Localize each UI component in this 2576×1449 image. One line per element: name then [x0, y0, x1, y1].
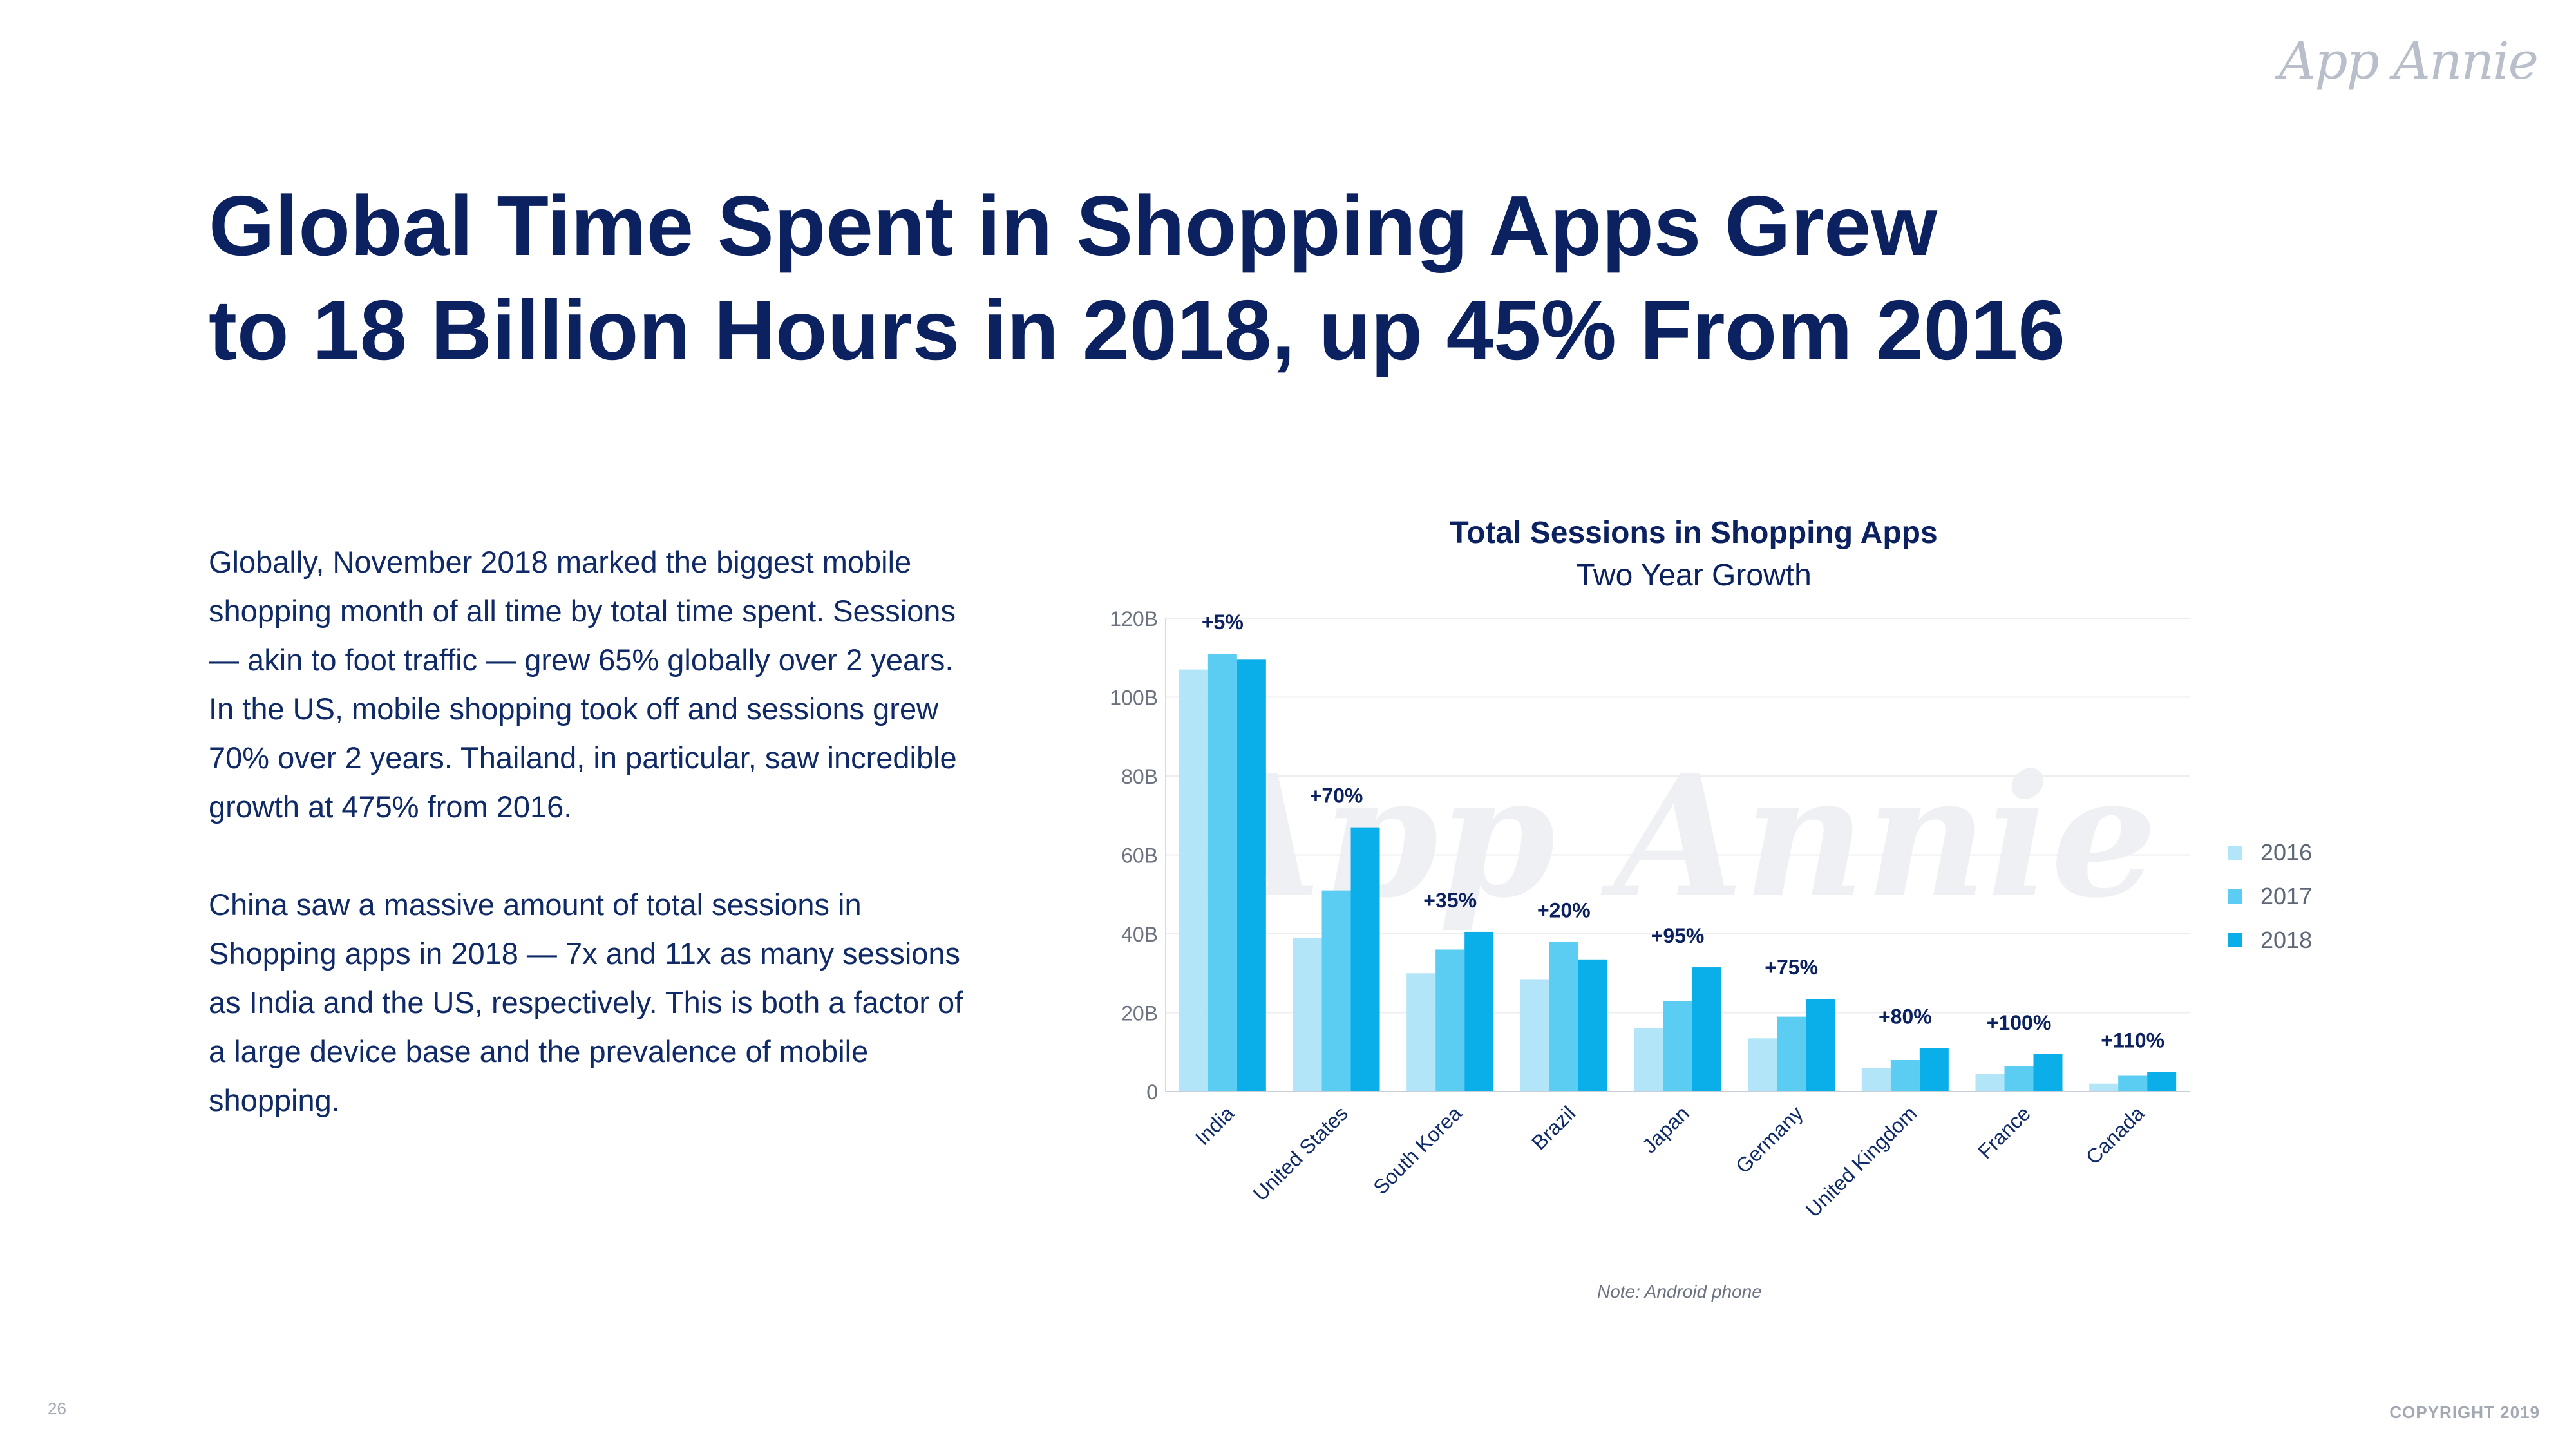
y-tick-label: 40B — [1121, 923, 1158, 946]
bar-2017 — [1435, 949, 1465, 1092]
legend-swatch-2017 — [2228, 889, 2242, 904]
growth-label: +100% — [1987, 1011, 2052, 1034]
x-tick-label: France — [1973, 1101, 2035, 1163]
growth-label: +35% — [1423, 889, 1477, 912]
bar-2017 — [2004, 1066, 2034, 1092]
y-tick-label: 80B — [1121, 765, 1158, 788]
legend-label-2018: 2018 — [2260, 927, 2313, 953]
bar-2016 — [1179, 669, 1208, 1092]
bar-2018 — [1236, 659, 1266, 1092]
bar-2016 — [1975, 1074, 2005, 1092]
body-paragraph-2: China saw a massive amount of total sess… — [209, 887, 963, 1117]
bar-2018 — [1806, 999, 1835, 1092]
bar-2016 — [1406, 973, 1436, 1092]
bar-2016 — [2089, 1083, 2119, 1092]
bar-2017 — [2118, 1075, 2148, 1092]
legend-label-2016: 2016 — [2260, 839, 2313, 866]
legend-swatch-2016 — [2228, 846, 2242, 860]
y-tick-label: 20B — [1121, 1002, 1158, 1025]
page-title-line-1: Global Time Spent in Shopping Apps Grew — [209, 178, 1938, 273]
legend-item-2018: 2018 — [2228, 918, 2312, 962]
page-title: Global Time Spent in Shopping Apps Grew … — [209, 174, 2269, 383]
bar-2018 — [1350, 827, 1380, 1092]
growth-label: +5% — [1202, 611, 1244, 634]
page-number: 26 — [48, 1399, 66, 1418]
bar-2018 — [1578, 959, 1607, 1092]
growth-label: +95% — [1651, 924, 1705, 947]
legend-label-2017: 2017 — [2260, 883, 2313, 909]
y-tick-label: 60B — [1121, 844, 1158, 867]
legend-swatch-2018 — [2228, 933, 2242, 947]
chart-note: Note: Android phone — [1597, 1282, 1762, 1302]
chart-subtitle: Two Year Growth — [1576, 558, 1812, 592]
chart-title: Total Sessions in Shopping Apps — [1450, 516, 1938, 550]
chart-legend: 2016 2017 2018 — [2228, 831, 2312, 962]
x-tick-label: Germany — [1731, 1101, 1808, 1178]
growth-label: +80% — [1879, 1005, 1932, 1028]
bar-2016 — [1520, 979, 1549, 1092]
legend-item-2017: 2017 — [2228, 875, 2312, 918]
body-paragraph-1: Globally, November 2018 marked the bigge… — [209, 545, 957, 824]
growth-label: +70% — [1310, 784, 1363, 808]
bar-2016 — [1293, 938, 1322, 1092]
bar-2017 — [1663, 1001, 1692, 1092]
bar-2017 — [1321, 890, 1351, 1092]
bar-2016 — [1861, 1068, 1891, 1092]
bar-2018 — [1464, 931, 1494, 1092]
bar-2016 — [1748, 1038, 1777, 1092]
copyright: COPYRIGHT 2019 — [2389, 1403, 2540, 1422]
bar-2017 — [1208, 654, 1237, 1092]
y-tick-label: 100B — [1110, 687, 1158, 710]
x-tick-label: Brazil — [1527, 1101, 1580, 1154]
x-tick-label: United States — [1249, 1101, 1352, 1205]
bar-2018 — [2033, 1054, 2063, 1092]
growth-label: +20% — [1537, 898, 1591, 922]
x-tick-label: United Kingdom — [1801, 1101, 1921, 1221]
legend-item-2016: 2016 — [2228, 831, 2312, 875]
body-text: Globally, November 2018 marked the bigge… — [209, 538, 969, 1174]
bar-2017 — [1777, 1016, 1806, 1092]
x-tick-label: India — [1191, 1101, 1239, 1150]
bar-2016 — [1634, 1028, 1663, 1092]
growth-label: +75% — [1765, 956, 1818, 979]
x-tick-label: Japan — [1638, 1101, 1694, 1157]
page-title-line-2: to 18 Billion Hours in 2018, up 45% From… — [209, 283, 2065, 377]
growth-label: +110% — [2101, 1028, 2164, 1052]
x-tick-label: Canada — [2081, 1101, 2149, 1169]
bar-2018 — [2147, 1072, 2177, 1092]
bar-2017 — [1890, 1060, 1920, 1092]
bar-2018 — [1919, 1048, 1949, 1092]
y-tick-label: 0 — [1146, 1081, 1158, 1104]
bar-2017 — [1549, 942, 1578, 1092]
bar-2018 — [1692, 967, 1721, 1092]
app-annie-logo: App Annie — [2278, 31, 2539, 91]
x-tick-label: South Korea — [1368, 1101, 1466, 1198]
y-tick-label: 120B — [1110, 607, 1158, 630]
